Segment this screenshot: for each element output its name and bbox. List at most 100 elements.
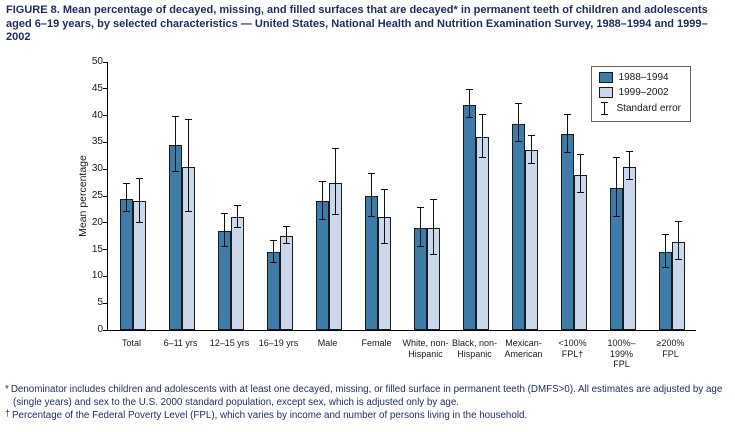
bar-slot — [622, 62, 636, 330]
legend-swatch-1999-2002 — [598, 87, 613, 98]
bar-group — [451, 62, 500, 330]
y-axis-tick — [103, 61, 108, 63]
error-bar — [612, 156, 620, 218]
bar — [560, 134, 574, 330]
bar — [266, 252, 280, 330]
error-bar — [282, 226, 290, 245]
error-bar — [122, 183, 130, 213]
bar-group — [647, 62, 696, 330]
error-bar — [429, 199, 437, 255]
bar-slot — [328, 62, 342, 330]
standard-error-icon — [600, 102, 608, 115]
error-bar — [269, 239, 277, 263]
x-axis-label: Mexican- American — [504, 338, 543, 359]
x-axis-label: Male — [317, 338, 338, 348]
bar-slot — [181, 62, 195, 330]
error-bar — [514, 102, 522, 143]
x-axis-label: 12–15 yrs — [209, 338, 250, 348]
bar-group — [500, 62, 549, 330]
bar-group — [108, 62, 157, 330]
y-axis-tick — [103, 195, 108, 197]
y-axis-tick — [103, 302, 108, 304]
error-bar — [331, 148, 339, 215]
bar-group — [206, 62, 255, 330]
footnote-marker: * — [5, 384, 9, 395]
error-bar — [171, 116, 179, 172]
bar-slot — [168, 62, 182, 330]
bar — [524, 150, 538, 330]
bar — [119, 198, 133, 330]
footnotes: * Denominator includes children and adole… — [5, 384, 731, 423]
y-axis-tick — [103, 168, 108, 170]
legend: 1988–1994 1999–2002 Standard error — [590, 66, 691, 122]
y-axis-tick — [103, 141, 108, 143]
bar — [279, 236, 293, 330]
bar-slot — [364, 62, 378, 330]
error-bar — [527, 135, 535, 164]
bar — [168, 145, 182, 330]
bar-group — [255, 62, 304, 330]
y-axis-tick — [103, 222, 108, 224]
error-bar — [661, 234, 669, 269]
y-axis-tick-label: 25 — [91, 190, 103, 201]
y-axis-tick-label: 5 — [97, 297, 103, 309]
x-axis-label: Female — [361, 338, 392, 348]
x-axis-label: 16–19 yrs — [258, 338, 299, 348]
y-axis-tick-label: 35 — [91, 136, 103, 148]
bar-slot — [217, 62, 231, 330]
x-axis-label: 100%–199% FPL — [607, 338, 636, 369]
legend-swatch-1988-1994 — [598, 72, 613, 83]
bar-group — [402, 62, 451, 330]
bar-slot — [377, 62, 391, 330]
y-axis-labels: 0 5 10 15 20 25 30 35 40 45 50 — [75, 56, 103, 335]
bar-slot — [462, 62, 476, 330]
y-axis-tick-label: 45 — [91, 82, 103, 94]
bar-slot — [511, 62, 525, 330]
error-bar — [184, 118, 192, 213]
legend-item-1988-1994: 1988–1994 — [598, 72, 681, 83]
bar-group — [304, 62, 353, 330]
x-axis-labels: Total 6–11 yrs 12–15 yrs 16–19 yrs Male Femal… — [107, 334, 695, 370]
bar — [511, 123, 525, 330]
error-bar — [380, 188, 388, 245]
bar-slot — [658, 62, 672, 330]
footnote-text: Denominator includes children and adoles… — [10, 384, 723, 408]
bar-slot — [413, 62, 427, 330]
bar — [622, 166, 636, 330]
error-bar — [563, 113, 571, 154]
y-axis-tick — [103, 88, 108, 90]
bar-slot — [524, 62, 538, 330]
bar-group — [598, 62, 647, 330]
bar-slot — [315, 62, 329, 330]
bar-slot — [671, 62, 685, 330]
bar-group — [353, 62, 402, 330]
error-bar — [674, 220, 682, 261]
error-bar — [576, 153, 584, 194]
error-bar — [233, 204, 241, 229]
bar-slot — [279, 62, 293, 330]
legend-label-1999-2002: 1999–2002 — [618, 87, 669, 98]
y-axis-tick-label: 10 — [91, 270, 103, 282]
error-bar — [416, 207, 424, 247]
y-axis-tick-label: 30 — [91, 163, 103, 175]
y-axis-tick-label: 50 — [91, 56, 103, 67]
footnote-marker: † — [5, 408, 11, 418]
x-axis-label: Black, non- Hispanic — [451, 338, 498, 359]
error-bar — [318, 180, 326, 221]
bar — [573, 174, 587, 330]
bar-slot — [609, 62, 623, 330]
bar-slot — [426, 62, 440, 330]
plot-area: 1988–1994 1999–2002 Standard error — [103, 61, 696, 331]
bar-slot — [132, 62, 146, 330]
x-axis-label: <100% FPL† — [558, 338, 587, 359]
error-bar — [465, 89, 473, 119]
bar-group — [157, 62, 206, 330]
figure-title: FIGURE 8. Mean percentage of decayed, mi… — [6, 4, 708, 43]
bar-slot — [475, 62, 489, 330]
y-axis-tick-label: 20 — [91, 216, 103, 228]
bar-slot — [119, 62, 133, 330]
legend-item-standard-error: Standard error — [599, 102, 681, 115]
error-bar — [478, 113, 486, 159]
legend-item-1999-2002: 1999–2002 — [598, 87, 681, 98]
y-axis-tick — [103, 249, 108, 251]
